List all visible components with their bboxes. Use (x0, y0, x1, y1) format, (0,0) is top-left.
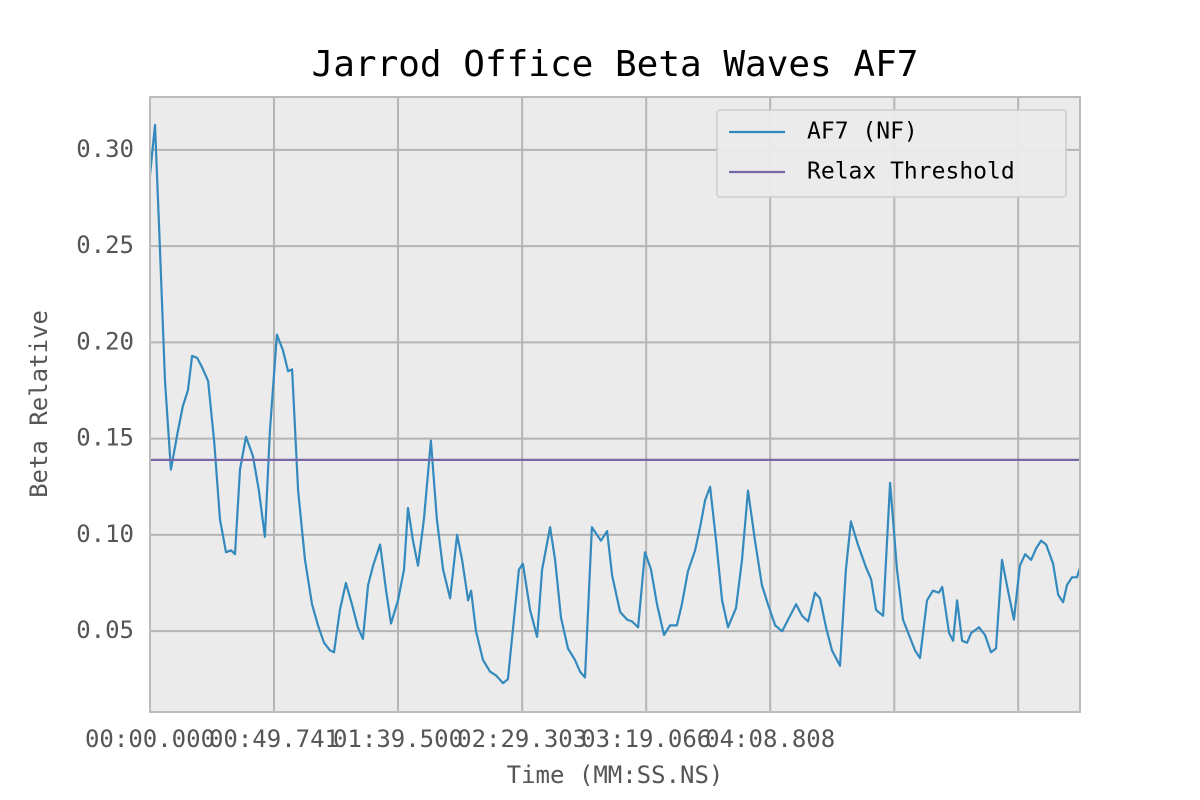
legend-label: AF7 (NF) (807, 119, 918, 145)
x-tick-label: 00:49.741 (209, 725, 339, 753)
y-tick-label: 0.05 (76, 616, 134, 644)
x-axis-label: Time (MM:SS.NS) (507, 761, 724, 789)
x-tick-label: 02:29.303 (457, 725, 587, 753)
x-tick-label: 01:39.500 (333, 725, 463, 753)
y-tick-label: 0.25 (76, 231, 134, 259)
chart-title: Jarrod Office Beta Waves AF7 (312, 44, 919, 85)
y-tick-label: 0.10 (76, 520, 134, 548)
x-tick-label: 00:00.000 (85, 725, 215, 753)
y-tick-label: 0.20 (76, 327, 134, 355)
data-line (148, 123, 1082, 685)
legend-box (716, 109, 1067, 198)
legend-label: Relax Threshold (807, 159, 1015, 185)
y-tick-label: 0.15 (76, 424, 134, 452)
plot-frame (149, 96, 1081, 713)
x-tick-label: 04:08.808 (705, 725, 835, 753)
x-tick-label: 03:19.066 (581, 725, 711, 753)
y-tick-label: 0.30 (76, 135, 134, 163)
y-axis-label: Beta Relative (25, 310, 53, 498)
